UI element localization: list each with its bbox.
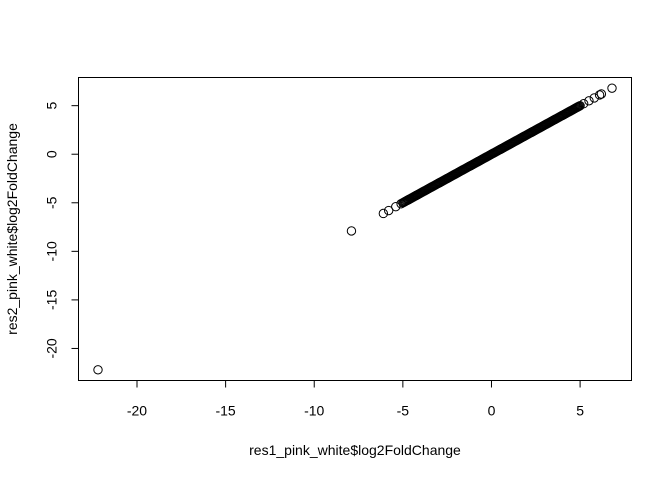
data-points (93, 83, 617, 375)
y-tick-label: -15 (43, 290, 59, 310)
data-point (346, 226, 357, 236)
x-tick-label: -5 (397, 403, 410, 419)
x-axis-title: res1_pink_white$log2FoldChange (249, 442, 461, 458)
data-point (93, 365, 103, 375)
x-tick-label: 5 (576, 403, 584, 419)
y-tick-label: -10 (43, 241, 59, 261)
data-point (578, 99, 589, 109)
data-point (589, 93, 599, 103)
data-point (391, 201, 401, 212)
data-point (594, 90, 605, 100)
x-tick-label: -15 (215, 403, 235, 419)
y-tick-label: 0 (43, 150, 59, 158)
data-point (607, 83, 617, 93)
data-point (383, 205, 394, 216)
x-tick-label: -20 (127, 403, 147, 419)
x-axis: -20 -15 -10 -5 0 5 (127, 380, 584, 419)
data-point (396, 199, 406, 209)
data-point (584, 96, 594, 106)
y-tick-label: -20 (43, 338, 59, 358)
y-tick-label: -5 (43, 196, 59, 209)
x-tick-label: 0 (488, 403, 496, 419)
data-point (378, 208, 389, 219)
y-tick-label: 5 (43, 102, 59, 110)
y-axis-title: res2_pink_white$log2FoldChange (4, 123, 20, 335)
data-point (596, 89, 607, 99)
y-axis: -20 -15 -10 -5 0 5 (43, 102, 79, 359)
x-tick-label: -10 (304, 403, 324, 419)
